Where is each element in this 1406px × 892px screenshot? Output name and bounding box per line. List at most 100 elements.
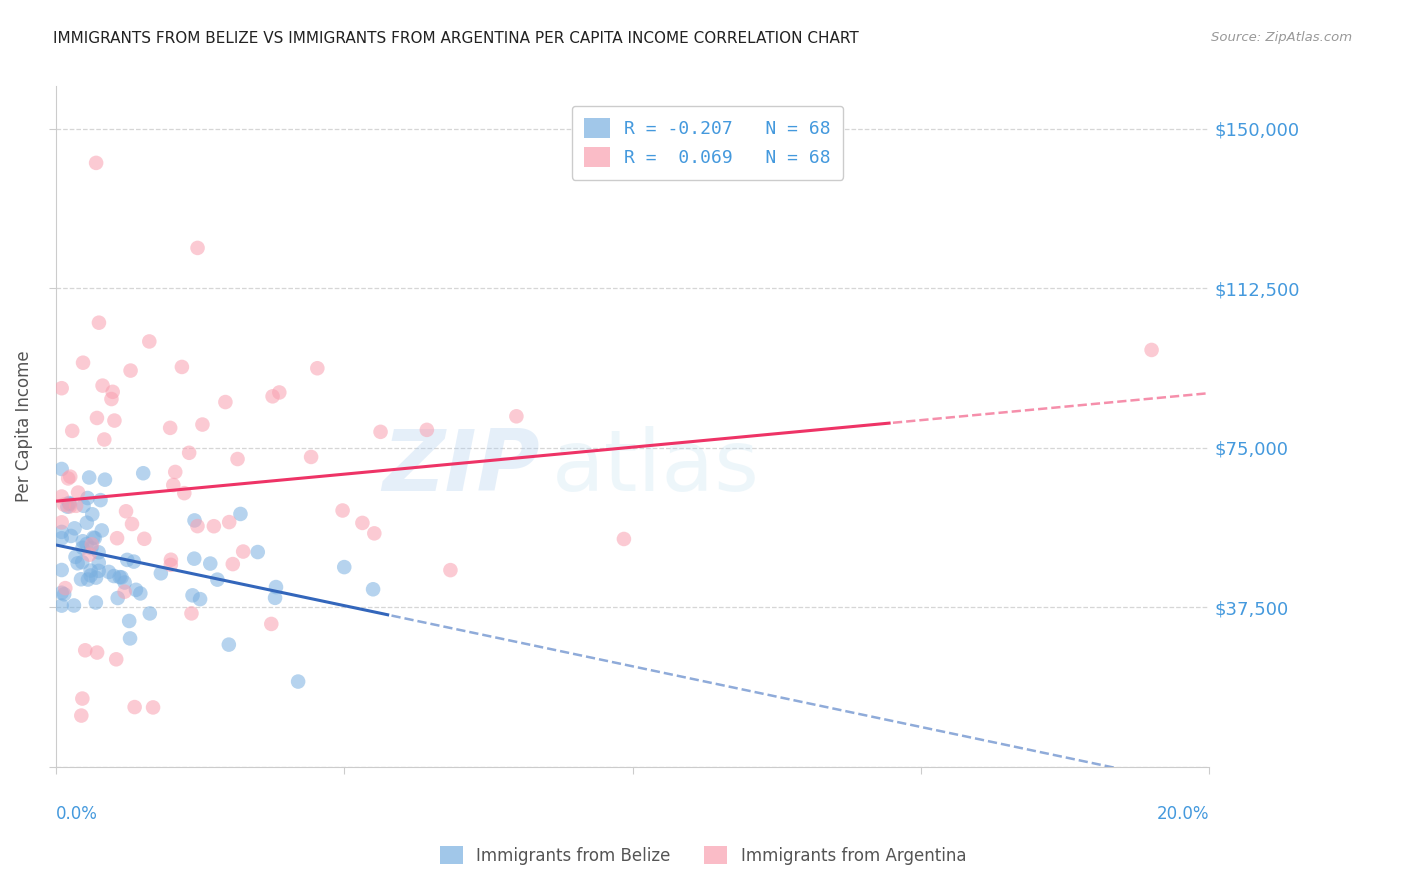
- Point: [105, 531, 128, 545]
- Point: [370, 425, 392, 439]
- Point: [180, 607, 202, 621]
- Point: [56, 500, 79, 514]
- Text: Source: ZipAtlas.com: Source: ZipAtlas.com: [1212, 31, 1353, 45]
- Point: [264, 591, 287, 605]
- Point: [115, 553, 138, 567]
- Text: 0.0%: 0.0%: [56, 805, 98, 823]
- Point: [51, 563, 73, 577]
- Point: [114, 584, 136, 599]
- Point: [299, 450, 322, 464]
- Point: [51, 586, 73, 600]
- Point: [118, 614, 141, 628]
- Point: [307, 361, 329, 376]
- Point: [77, 573, 100, 587]
- Point: [132, 467, 155, 481]
- Point: [181, 588, 204, 602]
- Point: [84, 571, 107, 585]
- Point: [86, 646, 108, 660]
- Point: [70, 555, 93, 569]
- Y-axis label: Per Capita Income: Per Capita Income: [15, 351, 32, 502]
- Point: [505, 409, 527, 424]
- Point: [79, 564, 101, 578]
- Point: [63, 521, 86, 535]
- Point: [134, 532, 156, 546]
- Point: [80, 541, 103, 555]
- Text: ZIP: ZIP: [382, 425, 540, 508]
- Point: [72, 356, 94, 370]
- Point: [51, 490, 73, 504]
- Point: [60, 529, 83, 543]
- Point: [87, 556, 110, 570]
- Point: [108, 570, 131, 584]
- Point: [114, 575, 136, 590]
- Point: [97, 565, 120, 579]
- Point: [84, 156, 107, 170]
- Point: [51, 462, 73, 476]
- Point: [287, 674, 309, 689]
- Point: [262, 389, 284, 403]
- Point: [110, 570, 132, 584]
- Point: [58, 496, 80, 510]
- Point: [72, 534, 94, 549]
- Point: [188, 592, 211, 607]
- Point: [200, 557, 222, 571]
- Point: [183, 513, 205, 527]
- Point: [86, 411, 108, 425]
- Point: [87, 316, 110, 330]
- Point: [94, 473, 117, 487]
- Point: [51, 381, 73, 395]
- Point: [246, 545, 269, 559]
- Point: [51, 531, 73, 545]
- Point: [159, 421, 181, 435]
- Point: [187, 241, 209, 255]
- Text: 20.0%: 20.0%: [1157, 805, 1209, 823]
- Point: [260, 616, 283, 631]
- Point: [103, 413, 125, 427]
- Point: [79, 548, 101, 562]
- Point: [333, 560, 356, 574]
- Point: [93, 433, 115, 447]
- Point: [118, 632, 141, 646]
- Point: [66, 557, 89, 571]
- Legend: Immigrants from Belize, Immigrants from Argentina: Immigrants from Belize, Immigrants from …: [432, 838, 974, 873]
- Point: [60, 424, 83, 438]
- Point: [53, 587, 76, 601]
- Point: [87, 545, 110, 559]
- Point: [72, 691, 94, 706]
- Text: atlas: atlas: [551, 425, 759, 508]
- Point: [218, 638, 240, 652]
- Point: [613, 532, 636, 546]
- Point: [124, 700, 146, 714]
- Point: [160, 553, 183, 567]
- Point: [51, 524, 73, 539]
- Point: [165, 465, 187, 479]
- Point: [83, 531, 105, 545]
- Point: [159, 558, 181, 572]
- Point: [77, 470, 100, 484]
- Point: [207, 573, 229, 587]
- Point: [53, 581, 76, 595]
- Point: [51, 516, 73, 530]
- Point: [416, 423, 439, 437]
- Point: [183, 551, 205, 566]
- Point: [59, 497, 82, 511]
- Point: [226, 452, 249, 467]
- Point: [139, 607, 162, 621]
- Point: [59, 469, 82, 483]
- Point: [80, 568, 103, 582]
- Point: [100, 392, 122, 406]
- Point: [105, 652, 128, 666]
- Point: [76, 516, 98, 530]
- Point: [76, 491, 98, 505]
- Point: [70, 708, 93, 723]
- Point: [332, 503, 354, 517]
- Point: [264, 580, 287, 594]
- Point: [121, 516, 143, 531]
- Point: [80, 537, 103, 551]
- Point: [75, 643, 97, 657]
- Point: [179, 446, 201, 460]
- Point: [91, 378, 114, 392]
- Point: [186, 519, 208, 533]
- Point: [65, 549, 87, 564]
- Point: [82, 508, 104, 522]
